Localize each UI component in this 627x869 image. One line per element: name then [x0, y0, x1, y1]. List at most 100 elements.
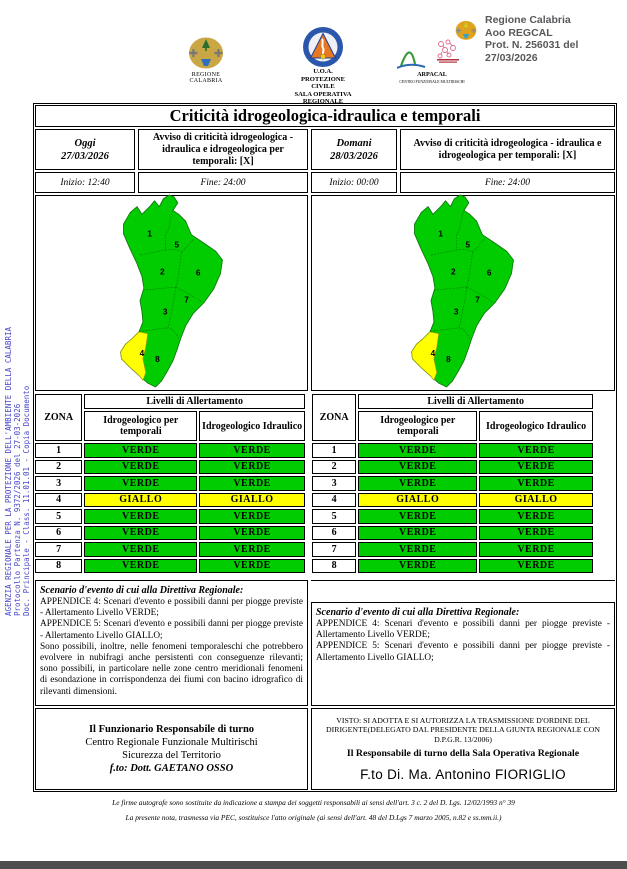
funzionario-role: Il Funzionario Responsabile di turno: [88, 724, 255, 735]
temporali-level-cell: VERDE: [358, 509, 478, 524]
idraulico-level-cell: GIALLO: [479, 492, 593, 507]
scenario-heading: Scenario d'evento di cui alla Direttiva …: [316, 607, 520, 618]
zona-cell: 7: [312, 542, 357, 557]
temporali-level-cell: VERDE: [84, 558, 198, 573]
protocol-sidebar: AGENZIA REGIONALE PER LA PROTEZIONE DELL…: [4, 301, 31, 616]
tomorrow-scenario-cell: Scenario d'evento di cui alla Direttiva …: [311, 602, 615, 706]
funzionario-office-1: Centro Regionale Funzionale Multirischi: [85, 737, 258, 748]
idraulico-level-cell: VERDE: [479, 476, 593, 491]
footer-pec-note: La presente nota, trasmessa via PEC, sos…: [125, 813, 502, 822]
zone-label-2: 2: [160, 267, 165, 276]
svg-text:✚: ✚: [456, 27, 462, 35]
today-header-cell: Oggi 27/03/2026: [35, 129, 135, 170]
zona-cell: 6: [35, 525, 83, 540]
zona-header: ZONA: [312, 394, 357, 441]
scenario-heading: Scenario d'evento di cui alla Direttiva …: [40, 585, 244, 596]
alert-table-row: 3 VERDE VERDE: [312, 476, 593, 491]
scenario-appendice-5: APPENDICE 5: Scenari d'evento e possibil…: [40, 619, 303, 641]
zone-label-1: 1: [147, 229, 152, 238]
temporali-level-cell: VERDE: [84, 459, 198, 474]
idraulico-level-cell: VERDE: [199, 459, 305, 474]
stamp-region-name: Regione Calabria: [485, 14, 571, 26]
tomorrow-header-cell: Domani 28/03/2026: [311, 129, 397, 170]
regione-calabria-emblem-icon: ✚ ✚: [189, 37, 223, 69]
today-map: 1 2 3 4 5 6 7 8: [117, 193, 227, 393]
regione-calabria-logo-block: ✚ ✚ REGIONE CALABRIA: [183, 36, 229, 84]
temporali-level-cell: GIALLO: [358, 492, 478, 507]
zone4-yellow-area: [411, 330, 440, 381]
protezione-civile-caption-1: U.O.A. PROTEZIONE CIVILE: [301, 68, 345, 90]
zona-cell: 8: [312, 558, 357, 573]
calabria-zones-map: 1 2 3 4 5 6 7 8: [411, 193, 514, 388]
zone-label-6: 6: [195, 268, 200, 277]
tomorrow-alert-table: ZONA Livelli di Allertamento Idrogeologi…: [310, 392, 595, 575]
idraulico-level-cell: VERDE: [199, 542, 305, 557]
funzionario-signature-cell: Il Funzionario Responsabile di turno Cen…: [35, 708, 308, 790]
today-label: Oggi: [74, 137, 96, 149]
scenario-appendice-4: APPENDICE 4: Scenari d'evento e possibil…: [40, 597, 303, 619]
zone-label-4: 4: [431, 348, 436, 357]
viewer-bottom-edge: [0, 861, 627, 869]
alert-table-row: 6 VERDE VERDE: [312, 525, 593, 540]
zone-label-3: 3: [454, 307, 459, 316]
temporali-level-cell: VERDE: [84, 443, 198, 458]
tomorrow-alert-rows: 1 VERDE VERDE 2 VERDE VERDE 3 VERDE VERD…: [312, 443, 593, 573]
protezione-civile-icon: [303, 27, 343, 67]
zona-cell: 5: [35, 509, 83, 524]
zona-cell: 3: [35, 476, 83, 491]
tomorrow-date: 28/03/2026: [330, 150, 378, 162]
zone-label-5: 5: [174, 240, 179, 249]
arpacal-caption-title: ARPACAL: [417, 71, 447, 78]
zona-cell: 2: [35, 459, 83, 474]
sidebar-agency-line: AGENZIA REGIONALE PER LA PROTEZIONE DELL…: [4, 327, 13, 616]
idraulico-level-cell: VERDE: [479, 542, 593, 557]
alert-table-row: 5 VERDE VERDE: [312, 509, 593, 524]
alert-table-row: 1 VERDE VERDE: [312, 443, 593, 458]
idraulico-col-header: Idrogeologico Idraulico: [479, 411, 593, 441]
zona-cell: 1: [35, 443, 83, 458]
idraulico-level-cell: VERDE: [479, 509, 593, 524]
idraulico-level-cell: VERDE: [199, 525, 305, 540]
idraulico-level-cell: VERDE: [479, 525, 593, 540]
footer-signature-note: Le firme autografe sono sostituite da in…: [112, 798, 515, 807]
responsabile-signature-cell: VISTO: SI ADOTTA E SI AUTORIZZA LA TRASM…: [311, 708, 615, 790]
alert-table-row: 4 GIALLO GIALLO: [35, 492, 305, 507]
svg-text:✚: ✚: [214, 47, 223, 60]
visto-statement: VISTO: SI ADOTTA E SI AUTORIZZA LA TRASM…: [326, 715, 600, 744]
alert-table-row: 7 VERDE VERDE: [35, 542, 305, 557]
alert-table-row: 2 VERDE VERDE: [312, 459, 593, 474]
idraulico-level-cell: VERDE: [199, 443, 305, 458]
bulletin-title: Criticità idrogeologica-idraulica e temp…: [35, 105, 615, 127]
today-alert-table: ZONA Livelli di Allertamento Idrogeologi…: [33, 392, 307, 575]
idraulico-level-cell: VERDE: [199, 509, 305, 524]
today-avviso-cell: Avviso di criticità idrogeologica - idra…: [138, 129, 308, 170]
idraulico-level-cell: VERDE: [479, 459, 593, 474]
zona-cell: 8: [35, 558, 83, 573]
tomorrow-avviso-cell: Avviso di criticità idrogeologica - idra…: [400, 129, 615, 170]
zona-cell: 4: [312, 492, 357, 507]
temporali-col-header: Idrogeologico per temporali: [358, 411, 478, 441]
temporali-level-cell: VERDE: [358, 459, 478, 474]
temporali-level-cell: GIALLO: [84, 492, 198, 507]
alert-table-row: 7 VERDE VERDE: [312, 542, 593, 557]
alert-table-row: 1 VERDE VERDE: [35, 443, 305, 458]
idraulico-level-cell: GIALLO: [199, 492, 305, 507]
tomorrow-label: Domani: [336, 137, 372, 149]
responsabile-role: Il Responsabile di turno della Sala Oper…: [346, 748, 580, 760]
temporali-level-cell: VERDE: [358, 558, 478, 573]
arpacal-caption-sub: CENTRO FUNZIONALE MULTIRISCHI: [399, 79, 465, 84]
alert-table-row: 2 VERDE VERDE: [35, 459, 305, 474]
scenario-appendice-4: APPENDICE 4: Scenari d'evento e possibil…: [316, 619, 610, 641]
stamp-aoo: Aoo REGCAL: [485, 26, 553, 39]
arpacal-logo-block: ARPACAL CENTRO FUNZIONALE MULTIRISCHI: [396, 38, 468, 85]
alert-table-row: 4 GIALLO GIALLO: [312, 492, 593, 507]
today-scenario-cell: Scenario d'evento di cui alla Direttiva …: [35, 580, 308, 706]
zone-boundaries: [138, 209, 202, 339]
multirischi-molecule-icon: [437, 39, 456, 59]
today-fine-cell: Fine: 24:00: [138, 172, 308, 193]
funzionario-office-2: Sicurezza del Territorio: [122, 750, 221, 761]
alert-table-row: 5 VERDE VERDE: [35, 509, 305, 524]
today-date: 27/03/2026: [61, 150, 109, 162]
zona-header: ZONA: [35, 394, 83, 441]
